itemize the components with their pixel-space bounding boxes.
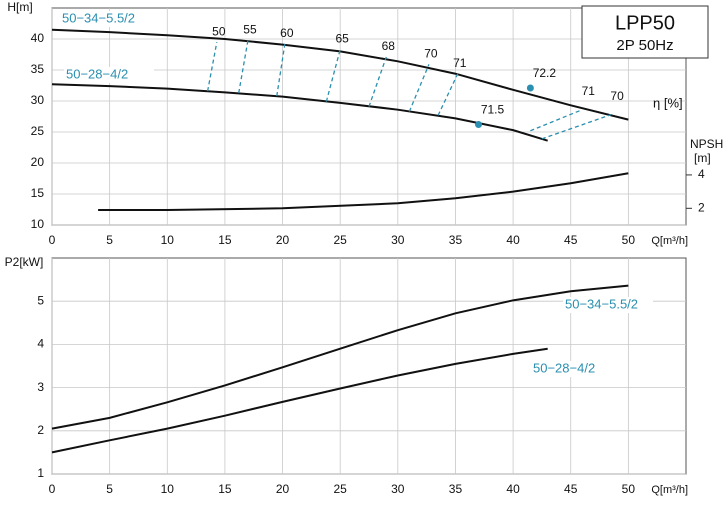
x-tick-label: 30 [391, 233, 405, 247]
chart-subtitle: 2P 50Hz [616, 37, 673, 54]
x-tick-label: 50 [622, 233, 636, 247]
x-tick-label: 45 [564, 482, 578, 496]
x-tick-label: 45 [564, 233, 578, 247]
y-tick-label: 10 [31, 217, 45, 231]
x-axis-label: Q[m³/h] [651, 484, 688, 496]
curve [51, 284, 629, 430]
x-tick-label: 25 [334, 482, 348, 496]
x-tick-label: 25 [334, 233, 348, 247]
bep-value: 72.2 [533, 66, 557, 80]
y-tick-label: 40 [31, 31, 45, 45]
y-tick-label: 2 [37, 423, 44, 437]
efficiency-value: 71 [453, 56, 467, 70]
curve-label: 50−34−5.5/2 [62, 10, 135, 25]
efficiency-value: 71 [582, 84, 596, 98]
content: 0 5 10 15 20 25 30 35 40 45 5010152025303540H[m]Q[… [5, 0, 724, 496]
x-tick-label: 15 [218, 482, 232, 496]
y-tick-label: 1 [37, 466, 44, 480]
x-tick-label: 0 [49, 482, 56, 496]
x-tick-label: 10 [161, 482, 175, 496]
bep-value: 71.5 [481, 103, 505, 117]
efficiency-line [530, 109, 583, 132]
curve-label-bg [531, 361, 621, 377]
y2-tick-label: 4 [698, 167, 705, 181]
curve [51, 347, 548, 454]
efficiency-line [238, 40, 249, 94]
bep-point [475, 121, 483, 129]
y-axis-label: P2[kW] [5, 255, 44, 269]
y-tick-label: 3 [37, 380, 44, 394]
x-tick-label: 35 [449, 482, 463, 496]
y-tick-label: 30 [31, 93, 45, 107]
x-tick-label: 30 [391, 482, 405, 496]
curve-label-bg [563, 297, 653, 313]
efficiency-line [541, 114, 612, 140]
y-tick-label: 4 [37, 337, 44, 351]
x-tick-label: 10 [161, 233, 175, 247]
y-tick-label: 20 [31, 155, 45, 169]
efficiency-line [325, 49, 341, 102]
curve-label: 50−28−4/2 [66, 66, 128, 81]
x-tick-label: 5 [106, 482, 113, 496]
curve-label: 50−34−5.5/2 [565, 296, 638, 311]
curve [98, 172, 629, 211]
x-tick-label: 35 [449, 233, 463, 247]
efficiency-value: 50 [212, 24, 226, 38]
efficiency-line [206, 41, 218, 92]
x-tick-label: 0 [49, 233, 56, 247]
y-tick-label: 5 [37, 293, 44, 307]
y-tick-label: 25 [31, 124, 45, 138]
curve-label: 50−28−4/2 [533, 360, 595, 375]
x-tick-label: 40 [506, 482, 520, 496]
curve [51, 83, 548, 142]
curve-label-bg [64, 67, 154, 83]
efficiency-value: 65 [336, 32, 350, 46]
efficiency-value: 70 [610, 89, 624, 103]
x-tick-label: 40 [506, 233, 520, 247]
x-tick-label: 15 [218, 233, 232, 247]
x-tick-label: 5 [106, 233, 113, 247]
efficiency-line [437, 73, 459, 116]
efficiency-value: 55 [243, 22, 257, 36]
bep-point [526, 84, 534, 92]
x-tick-label: 20 [276, 233, 290, 247]
y-tick-label: 35 [31, 62, 45, 76]
x-tick-label: 50 [622, 482, 636, 496]
efficiency-line [368, 56, 387, 107]
y2-axis-unit: [m] [694, 151, 711, 165]
efficiency-line [408, 64, 430, 112]
chart-title: LPP50 [615, 12, 675, 34]
x-tick-label: 20 [276, 482, 290, 496]
y2-axis-label: NPSH [690, 137, 723, 151]
efficiency-value: 70 [424, 47, 438, 61]
y2-tick-label: 2 [698, 200, 705, 214]
efficiency-label: η [%] [653, 95, 683, 110]
efficiency-value: 68 [382, 39, 396, 53]
efficiency-value: 60 [280, 26, 294, 40]
title-box [581, 5, 709, 59]
y-tick-label: 15 [31, 186, 45, 200]
y-axis-label: H[m] [7, 0, 32, 14]
efficiency-line [276, 43, 286, 97]
curve-label-bg [60, 11, 150, 27]
x-axis-label: Q[m³/h] [651, 235, 688, 247]
